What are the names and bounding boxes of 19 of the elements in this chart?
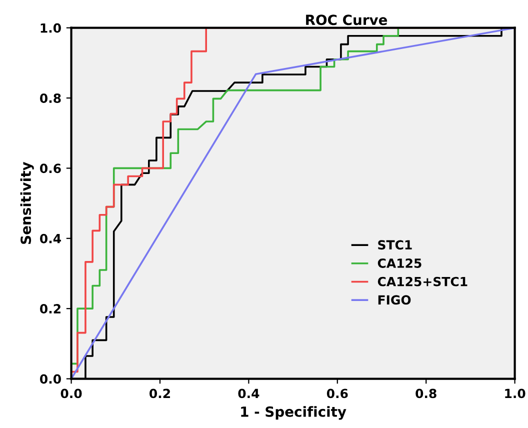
x-tick-label: 1.0 — [505, 388, 526, 398]
y-tick-label: 0.0 — [40, 374, 61, 384]
y-tick-label: 0.2 — [40, 304, 60, 314]
x-tick-label: 0.2 — [150, 388, 170, 398]
y-tick-label: 0.8 — [40, 93, 61, 103]
x-tick-label: 0.0 — [60, 388, 82, 398]
legend-label: FIGO — [378, 295, 411, 305]
chart-title: ROC Curve — [306, 14, 388, 26]
legend-label: CA125+STC1 — [378, 276, 468, 286]
y-axis-title: Sensitivity — [20, 162, 34, 244]
y-tick-label: 0.6 — [40, 164, 61, 174]
legend-label: STC1 — [378, 240, 412, 250]
y-tick-label: 0.4 — [40, 234, 61, 244]
legend-label: CA125 — [378, 258, 422, 268]
x-tick-label: 0.6 — [326, 388, 348, 398]
x-tick-label: 0.8 — [416, 388, 436, 398]
y-tick-label: 1.0 — [40, 23, 61, 33]
x-tick-label: 0.4 — [238, 388, 260, 398]
x-axis-title: 1 - Specificity — [241, 406, 346, 420]
